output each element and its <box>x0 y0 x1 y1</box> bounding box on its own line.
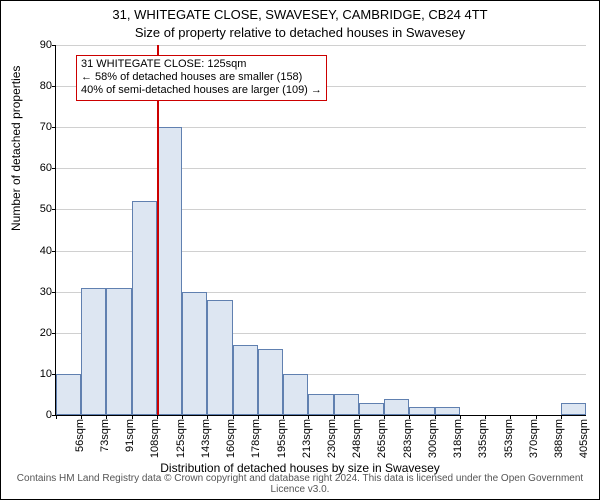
annotation-line: ← 58% of detached houses are smaller (15… <box>81 71 322 84</box>
histogram-bar <box>334 394 359 415</box>
x-tick-label: 405sqm <box>578 419 590 459</box>
histogram-bar <box>409 407 434 415</box>
x-tick-label: 318sqm <box>452 419 464 459</box>
x-tick-label: 248sqm <box>351 419 363 459</box>
y-axis-label: Number of detached properties <box>9 66 23 231</box>
histogram-bar <box>157 127 182 415</box>
y-tick-label: 50 <box>22 203 52 215</box>
title-line-1: 31, WHITEGATE CLOSE, SWAVESEY, CAMBRIDGE… <box>1 7 599 22</box>
y-tick-label: 10 <box>22 368 52 380</box>
annotation-box: 31 WHITEGATE CLOSE: 125sqm← 58% of detac… <box>76 55 327 101</box>
x-tick-label: 353sqm <box>503 419 515 459</box>
histogram-bar <box>561 403 586 415</box>
x-tick-label: 230sqm <box>326 419 338 459</box>
x-tick-label: 300sqm <box>427 419 439 459</box>
x-tick-label: 143sqm <box>200 419 212 459</box>
histogram-bar <box>384 399 409 415</box>
x-tick-label: 265sqm <box>376 419 388 459</box>
histogram-bar <box>258 349 283 415</box>
x-tick-label: 213sqm <box>301 419 313 459</box>
y-tick-label: 70 <box>22 121 52 133</box>
histogram-bar <box>308 394 333 415</box>
y-tick-label: 60 <box>22 162 52 174</box>
annotation-line: 31 WHITEGATE CLOSE: 125sqm <box>81 58 322 71</box>
x-tick-label: 335sqm <box>477 419 489 459</box>
chart-container: 31, WHITEGATE CLOSE, SWAVESEY, CAMBRIDGE… <box>0 0 600 500</box>
histogram-bar <box>359 403 384 415</box>
histogram-bar <box>283 374 308 415</box>
x-tick-label: 56sqm <box>74 419 86 459</box>
histogram-bar <box>132 201 157 415</box>
histogram-bar <box>435 407 460 415</box>
y-tick-label: 80 <box>22 80 52 92</box>
grid-line <box>56 127 586 128</box>
y-tick-label: 0 <box>22 409 52 421</box>
title-line-2: Size of property relative to detached ho… <box>1 25 599 40</box>
annotation-line: 40% of semi-detached houses are larger (… <box>81 84 322 97</box>
histogram-bar <box>233 345 258 415</box>
x-tick-label: 160sqm <box>225 419 237 459</box>
y-tick-label: 40 <box>22 245 52 257</box>
x-tick-label: 73sqm <box>99 419 111 459</box>
x-tick-label: 388sqm <box>553 419 565 459</box>
y-tick-label: 20 <box>22 327 52 339</box>
histogram-bar <box>182 292 207 415</box>
histogram-bar <box>207 300 232 415</box>
x-tick-label: 178sqm <box>250 419 262 459</box>
grid-line <box>56 168 586 169</box>
x-tick-label: 370sqm <box>528 419 540 459</box>
x-tick-label: 108sqm <box>149 419 161 459</box>
histogram-bar <box>56 374 81 415</box>
footer-attribution: Contains HM Land Registry data © Crown c… <box>1 473 599 495</box>
x-tick-label: 91sqm <box>124 419 136 459</box>
y-tick-label: 90 <box>22 39 52 51</box>
grid-line <box>56 45 586 46</box>
histogram-bar <box>106 288 131 415</box>
x-tick-label: 195sqm <box>276 419 288 459</box>
plot-area: 010203040506070809056sqm73sqm91sqm108sqm… <box>55 45 585 415</box>
histogram-bar <box>81 288 106 415</box>
x-tick-label: 283sqm <box>402 419 414 459</box>
y-tick-label: 30 <box>22 286 52 298</box>
x-tick-label: 125sqm <box>175 419 187 459</box>
